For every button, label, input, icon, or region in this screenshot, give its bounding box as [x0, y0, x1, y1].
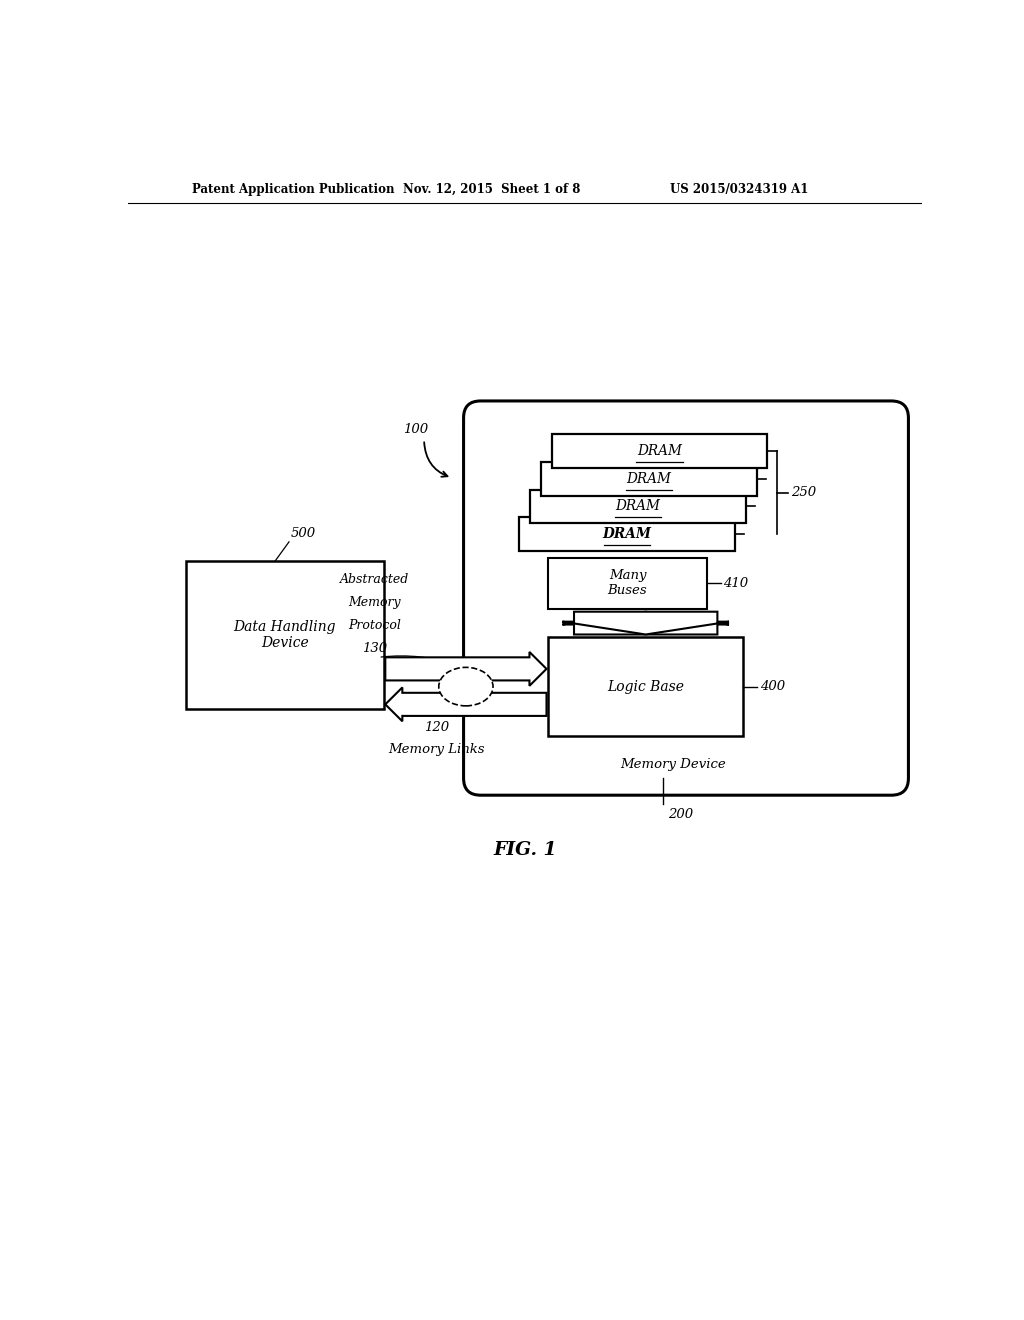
Text: Logic Base: Logic Base: [607, 680, 684, 693]
FancyBboxPatch shape: [548, 638, 743, 737]
Text: 410: 410: [723, 577, 749, 590]
Text: DRAM: DRAM: [637, 444, 682, 458]
Text: 250: 250: [791, 486, 816, 499]
Text: Nov. 12, 2015  Sheet 1 of 8: Nov. 12, 2015 Sheet 1 of 8: [403, 183, 581, 197]
Text: FIG. 1: FIG. 1: [493, 841, 557, 859]
Text: Protocol: Protocol: [348, 619, 400, 632]
Text: 500: 500: [291, 527, 315, 540]
FancyBboxPatch shape: [519, 517, 735, 552]
Text: Many
Buses: Many Buses: [607, 569, 647, 598]
Text: 400: 400: [760, 680, 784, 693]
FancyBboxPatch shape: [464, 401, 908, 795]
FancyBboxPatch shape: [541, 462, 757, 496]
FancyArrow shape: [562, 611, 729, 635]
Text: 200: 200: [669, 808, 693, 821]
FancyBboxPatch shape: [186, 561, 384, 709]
FancyArrow shape: [562, 611, 729, 635]
Text: Memory Device: Memory Device: [621, 758, 726, 771]
Text: 130: 130: [361, 642, 387, 655]
Text: Memory Links: Memory Links: [388, 743, 484, 756]
Text: Memory: Memory: [348, 595, 400, 609]
Text: DRAM: DRAM: [627, 471, 672, 486]
FancyBboxPatch shape: [548, 558, 707, 609]
Text: Data Handling
Device: Data Handling Device: [233, 620, 336, 651]
Text: 120: 120: [424, 721, 449, 734]
FancyArrow shape: [385, 688, 547, 721]
Text: DRAM: DRAM: [602, 527, 651, 541]
Ellipse shape: [438, 668, 493, 706]
Text: DRAM: DRAM: [615, 499, 660, 513]
Text: 100: 100: [403, 422, 428, 436]
Text: Abstracted: Abstracted: [340, 573, 409, 586]
Text: US 2015/0324319 A1: US 2015/0324319 A1: [671, 183, 809, 197]
FancyBboxPatch shape: [530, 490, 745, 524]
FancyArrow shape: [385, 652, 547, 686]
Text: Patent Application Publication: Patent Application Publication: [191, 183, 394, 197]
FancyBboxPatch shape: [552, 434, 767, 469]
